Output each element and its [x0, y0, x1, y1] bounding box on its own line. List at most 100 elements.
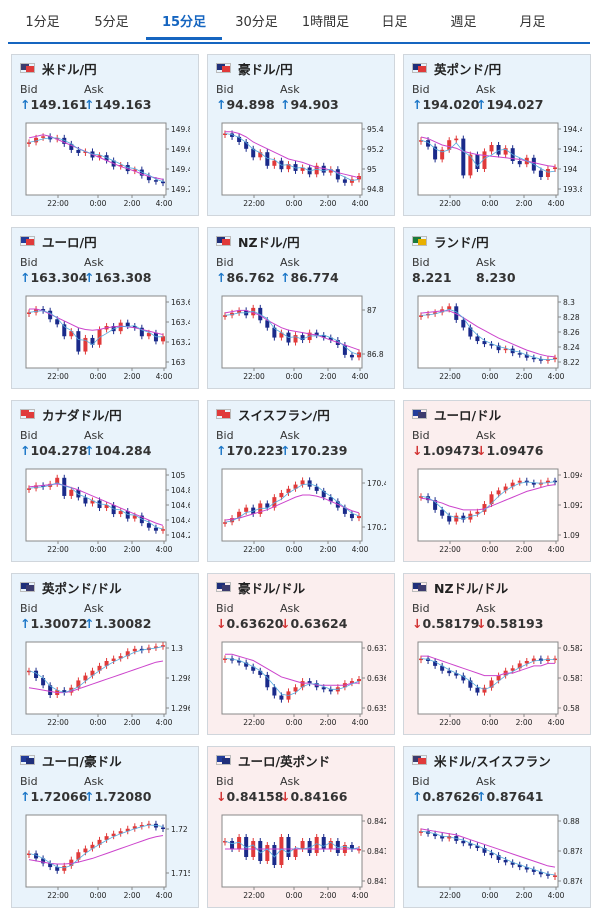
currency-pair-name[interactable]: ユーロ/円	[42, 235, 97, 250]
currency-flag-icon	[412, 409, 427, 419]
price-chart[interactable]: 0.637 0.636 0.635 22:00 0:00 2:00 4:00	[216, 640, 386, 730]
bid-value: 104.278	[30, 443, 88, 458]
candle-body	[454, 138, 459, 141]
bid-value: 0.63620	[226, 616, 284, 631]
candle-body	[531, 869, 536, 872]
y-tick-label: 0.842	[367, 817, 386, 826]
price-chart[interactable]: 170.4 170.2 22:00 0:00 2:00 4:00	[216, 467, 386, 557]
price-chart[interactable]: 149.8 149.6 149.4 149.2 22:00 0:00 2:00 4:00	[20, 121, 190, 211]
price-chart[interactable]: 194.4 194.2 194 193.8 22:00 0:00 2:00 4:00	[412, 121, 582, 211]
rate-card[interactable]: カナダドル/円BidAsk↑104.278↑104.284105104.8104…	[11, 400, 199, 562]
currency-pair-name[interactable]: ユーロ/ドル	[434, 408, 502, 423]
currency-pair-name[interactable]: ユーロ/英ポンド	[238, 754, 331, 769]
price-chart[interactable]: 8.3 8.28 8.26 8.24 8.22 22:00 0:00 2:00 4:00	[412, 294, 582, 384]
tab-6[interactable]: 日足	[381, 15, 408, 30]
candle-body	[307, 681, 312, 684]
currency-pair-name[interactable]: ユーロ/豪ドル	[42, 754, 122, 769]
base-flag-icon	[21, 237, 29, 243]
y-tick-label: 194	[563, 165, 578, 174]
currency-pair-name[interactable]: 米ドル/スイスフラン	[434, 754, 551, 769]
currency-pair-name[interactable]: 豪ドル/ドル	[238, 581, 306, 596]
candle-body	[55, 867, 60, 871]
ask-label: Ask	[84, 83, 104, 96]
currency-pair-name[interactable]: 英ポンド/円	[434, 62, 502, 77]
rate-card[interactable]: 米ドル/円BidAsk↑149.161↑149.163149.8149.6149…	[11, 54, 199, 216]
rate-card[interactable]: NZドル/ドルBidAsk↓0.58179↓0.581930.5820.5810…	[403, 573, 591, 735]
base-flag-icon	[413, 64, 421, 70]
candle-body	[258, 841, 263, 861]
x-tick-label: 4:00	[548, 372, 565, 381]
currency-pair-name[interactable]: 米ドル/円	[42, 62, 97, 77]
price-chart[interactable]: 95.4 95.2 95 94.8 22:00 0:00 2:00 4:00	[216, 121, 386, 211]
rate-card[interactable]: ユーロ/豪ドルBidAsk↑1.72066↑1.720801.721.71522…	[11, 746, 199, 908]
tab-3[interactable]: 15分足	[146, 6, 222, 40]
candle-body	[314, 837, 319, 853]
tab-8[interactable]: 月足	[519, 15, 546, 30]
rate-card[interactable]: 豪ドル/円 Bid Ask ↑94.898 ↑94.903 95.4 95.2 95 94.8 2…	[207, 54, 395, 216]
tab-7[interactable]: 週足	[450, 15, 477, 30]
currency-pair-name[interactable]: カナダドル/円	[42, 408, 122, 423]
currency-pair-name[interactable]: スイスフラン/円	[238, 408, 330, 423]
y-tick-label: 1.092	[563, 501, 582, 510]
y-tick-label: 104.8	[171, 486, 190, 495]
price-chart[interactable]: 163.6 163.4 163.2 163 22:00 0:00 2:00 4:00	[20, 294, 190, 384]
price-chart-svg: 1.094 1.092 1.09 22:00 0:00 2:00 4:00	[417, 468, 582, 554]
candle-body	[223, 522, 227, 524]
bid-price: ↓0.58179	[412, 616, 479, 631]
rate-card[interactable]: 英ポンド/ドルBidAsk↑1.30072↑1.300821.31.2981.2…	[11, 573, 199, 735]
quote-flag-icon	[222, 239, 230, 245]
currency-pair-name[interactable]: NZドル/ドル	[434, 581, 509, 596]
price-chart[interactable]: 0.582 0.581 0.58 22:00 0:00 2:00 4:00	[412, 640, 582, 730]
candle-body	[545, 480, 550, 483]
candle-body	[258, 670, 263, 675]
currency-flag-icon	[20, 236, 35, 246]
candle-body	[27, 853, 31, 855]
candle-body	[251, 666, 256, 671]
candle-body	[496, 345, 501, 351]
candle-body	[237, 660, 242, 663]
y-tick-label: 163.6	[171, 298, 190, 307]
currency-pair-name[interactable]: 英ポンド/ドル	[42, 581, 122, 596]
price-chart[interactable]: 87 86.8 22:00 0:00 2:00 4:00	[216, 294, 386, 384]
tab-5[interactable]: 1時間足	[301, 15, 350, 30]
price-chart[interactable]: 0.88 0.878 0.876 22:00 0:00 2:00 4:00	[412, 813, 582, 903]
price-chart[interactable]: 0.842 0.8415 0.841 22:00 0:00 2:00 4:00	[216, 813, 386, 903]
rate-card[interactable]: NZドル/円 Bid Ask ↑86.762 ↑86.774 87 86.8 22:00 0:0…	[207, 227, 395, 389]
tab-2[interactable]: 5分足	[94, 15, 129, 30]
candle-body	[328, 169, 333, 173]
candle-body	[48, 685, 53, 695]
tab-4[interactable]: 30分足	[235, 15, 278, 30]
candle-body	[553, 357, 557, 360]
rate-card[interactable]: ユーロ/円BidAsk↑163.304↑163.308163.6163.4163…	[11, 227, 199, 389]
rate-card[interactable]: 米ドル/スイスフラン Bid Ask ↑0.87626 ↑0.87641 0.88 0.87…	[403, 746, 591, 908]
rate-card[interactable]: 豪ドル/ドルBidAsk↓0.63620↓0.636240.6370.6360.…	[207, 573, 395, 735]
candle-body	[55, 319, 60, 325]
price-chart[interactable]: 105 104.8 104.6 104.4 104.2 22:00 0:00 2:00 4:00	[20, 467, 190, 557]
price-chart[interactable]: 1.3 1.298 1.296 22:00 0:00 2:00 4:00	[20, 640, 190, 730]
currency-pair-name[interactable]: 豪ドル/円	[238, 62, 293, 77]
bid-value: 1.72066	[30, 789, 88, 804]
candle-body	[545, 874, 550, 876]
price-chart[interactable]: 1.72 1.715 22:00 0:00 2:00 4:00	[20, 813, 190, 903]
rate-card[interactable]: ユーロ/ドルBidAsk↓1.09473↓1.094761.0941.0921.…	[403, 400, 591, 562]
candle-body	[83, 497, 88, 504]
candle-body	[482, 504, 487, 512]
candle-body	[244, 662, 249, 667]
bid-label: Bid	[20, 83, 38, 96]
x-tick-label: 0:00	[286, 718, 303, 727]
currency-pair-name[interactable]: ランド/円	[434, 235, 489, 250]
y-tick-label: 0.637	[367, 644, 386, 653]
tab-1[interactable]: 1分足	[25, 15, 60, 30]
rate-card[interactable]: ユーロ/英ポンドBidAsk↓0.84158↓0.841660.8420.841…	[207, 746, 395, 908]
rate-card[interactable]: ランド/円 Bid Ask 8.221 8.230 8.3 8.28 8.26 8.24 8.22…	[403, 227, 591, 389]
up-arrow-icon: ↑	[20, 789, 31, 804]
currency-pair-name[interactable]: NZドル/円	[238, 235, 300, 250]
candle-body	[433, 146, 438, 160]
up-arrow-icon: ↑	[216, 270, 227, 285]
rate-card[interactable]: スイスフラン/円BidAsk↑170.223↑170.239170.4170.2…	[207, 400, 395, 562]
rate-card[interactable]: 英ポンド/円BidAsk↑194.020↑194.027194.4194.219…	[403, 54, 591, 216]
price-chart[interactable]: 1.094 1.092 1.09 22:00 0:00 2:00 4:00	[412, 467, 582, 557]
candle-body	[517, 663, 522, 669]
bid-label: Bid	[216, 83, 234, 96]
x-tick-label: 2:00	[124, 372, 141, 381]
